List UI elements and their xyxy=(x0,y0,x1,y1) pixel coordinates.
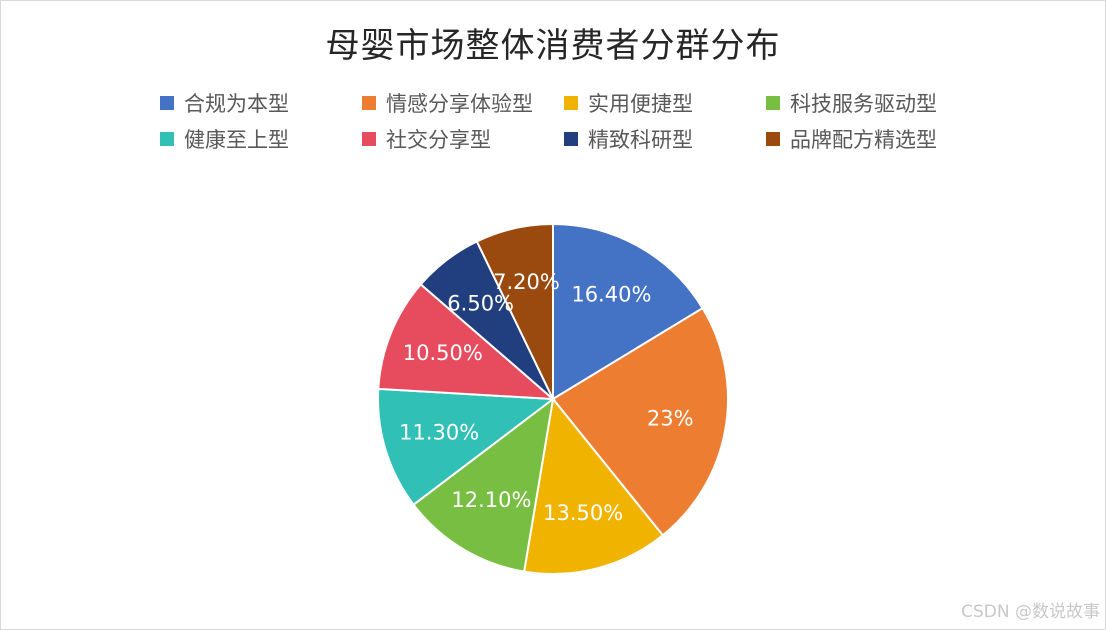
legend-label: 精致科研型 xyxy=(588,128,693,152)
legend-item: 实用便捷型 xyxy=(564,90,766,116)
legend-swatch xyxy=(766,132,780,146)
slice-data-label: 7.20% xyxy=(493,270,560,294)
legend-item: 合规为本型 xyxy=(160,90,362,116)
pie-slice xyxy=(376,387,556,507)
chart-legend: 合规为本型 情感分享体验型 实用便捷型 科技服务驱动型 健康至上型 社交分享型 … xyxy=(160,90,1040,152)
pie-slice xyxy=(377,282,556,401)
slice-data-label: 10.50% xyxy=(403,341,483,365)
legend-item: 健康至上型 xyxy=(160,126,362,152)
slice-data-label: 6.50% xyxy=(447,292,514,316)
slice-data-label: 13.50% xyxy=(543,501,623,525)
pie-slice xyxy=(552,222,704,401)
legend-swatch xyxy=(564,132,578,146)
legend-swatch xyxy=(362,96,376,110)
legend-label: 合规为本型 xyxy=(184,92,289,116)
legend-swatch xyxy=(160,132,174,146)
legend-item: 品牌配方精选型 xyxy=(766,126,986,152)
slice-data-label: 12.10% xyxy=(451,488,531,512)
pie-slice xyxy=(412,396,555,573)
legend-item: 社交分享型 xyxy=(362,126,564,152)
legend-label: 社交分享型 xyxy=(386,128,491,152)
pie-slice xyxy=(522,396,665,575)
chart-title: 母婴市场整体消费者分群分布 xyxy=(325,26,781,66)
legend-swatch xyxy=(564,96,578,110)
legend-label: 品牌配方精选型 xyxy=(790,128,937,152)
slice-data-label: 23% xyxy=(647,407,694,431)
pie-slice xyxy=(551,306,729,537)
legend-swatch xyxy=(766,96,780,110)
legend-label: 科技服务驱动型 xyxy=(790,92,937,116)
legend-item: 情感分享体验型 xyxy=(362,90,564,116)
legend-label: 健康至上型 xyxy=(184,128,289,152)
legend-label: 情感分享体验型 xyxy=(386,92,533,116)
slice-data-label: 11.30% xyxy=(399,421,479,445)
watermark: CSDN @数说故事 xyxy=(961,602,1100,622)
legend-item: 精致科研型 xyxy=(564,126,766,152)
slice-data-label: 16.40% xyxy=(571,282,651,306)
legend-label: 实用便捷型 xyxy=(588,92,693,116)
legend-swatch xyxy=(160,96,174,110)
legend-swatch xyxy=(362,132,376,146)
legend-item: 科技服务驱动型 xyxy=(766,90,986,116)
pie-slice xyxy=(475,222,554,400)
